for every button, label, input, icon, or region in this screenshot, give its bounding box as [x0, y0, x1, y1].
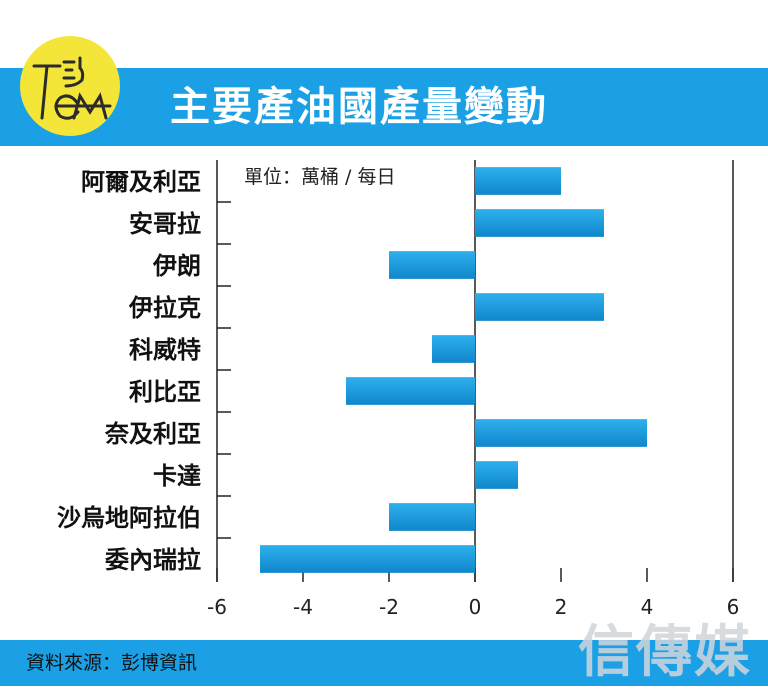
- bar: [389, 251, 475, 279]
- x-tick-label: -4: [293, 595, 313, 619]
- bar: [432, 335, 475, 363]
- category-label: 委內瑞拉: [104, 546, 201, 574]
- category-label: 奈及利亞: [104, 420, 201, 448]
- x-tick-label: 6: [727, 595, 740, 619]
- category-label: 伊拉克: [128, 294, 201, 322]
- category-label: 伊朗: [152, 252, 201, 280]
- bar-chart-svg: -6 -4 -2 0 2 4 6 阿爾及利亞安哥拉伊朗伊拉克科威特利比亞奈及利亞卡達沙烏地阿拉…: [57, 160, 740, 619]
- tcm-logo-icon-svg: [32, 56, 112, 120]
- bar: [346, 377, 475, 405]
- footer-band: [0, 640, 768, 686]
- source-note: 資料來源：彭博資訊: [26, 652, 198, 674]
- category-label: 安哥拉: [129, 210, 201, 238]
- page-title: 主要產油國產量變動: [170, 84, 548, 130]
- unit-label: 單位：萬桶 / 每日: [244, 166, 395, 188]
- category-label: 阿爾及利亞: [81, 168, 201, 196]
- x-tick-label: 0: [469, 595, 482, 619]
- bar: [475, 167, 561, 195]
- category-label: 利比亞: [129, 378, 201, 406]
- bar: [475, 209, 604, 237]
- tcm-logo-icon: [20, 36, 120, 136]
- bar: [475, 293, 604, 321]
- x-tick-label: -2: [379, 595, 399, 619]
- bar: [389, 503, 475, 531]
- x-tick-label: -6: [207, 595, 227, 619]
- category-label: 沙烏地阿拉伯: [57, 504, 201, 532]
- bar: [475, 419, 647, 447]
- watermark: 信傳媒: [578, 619, 752, 685]
- bar: [260, 545, 475, 573]
- x-tick-label: 2: [555, 595, 568, 619]
- header-band: [0, 68, 768, 146]
- category-label: 卡達: [153, 462, 201, 490]
- bar-chart: -6 -4 -2 0 2 4 6 阿爾及利亞安哥拉伊朗伊拉克科威特利比亞奈及利亞卡達沙烏地阿拉…: [0, 146, 768, 636]
- category-label: 科威特: [129, 336, 201, 364]
- bar: [475, 461, 518, 489]
- x-tick-label: 4: [641, 595, 654, 619]
